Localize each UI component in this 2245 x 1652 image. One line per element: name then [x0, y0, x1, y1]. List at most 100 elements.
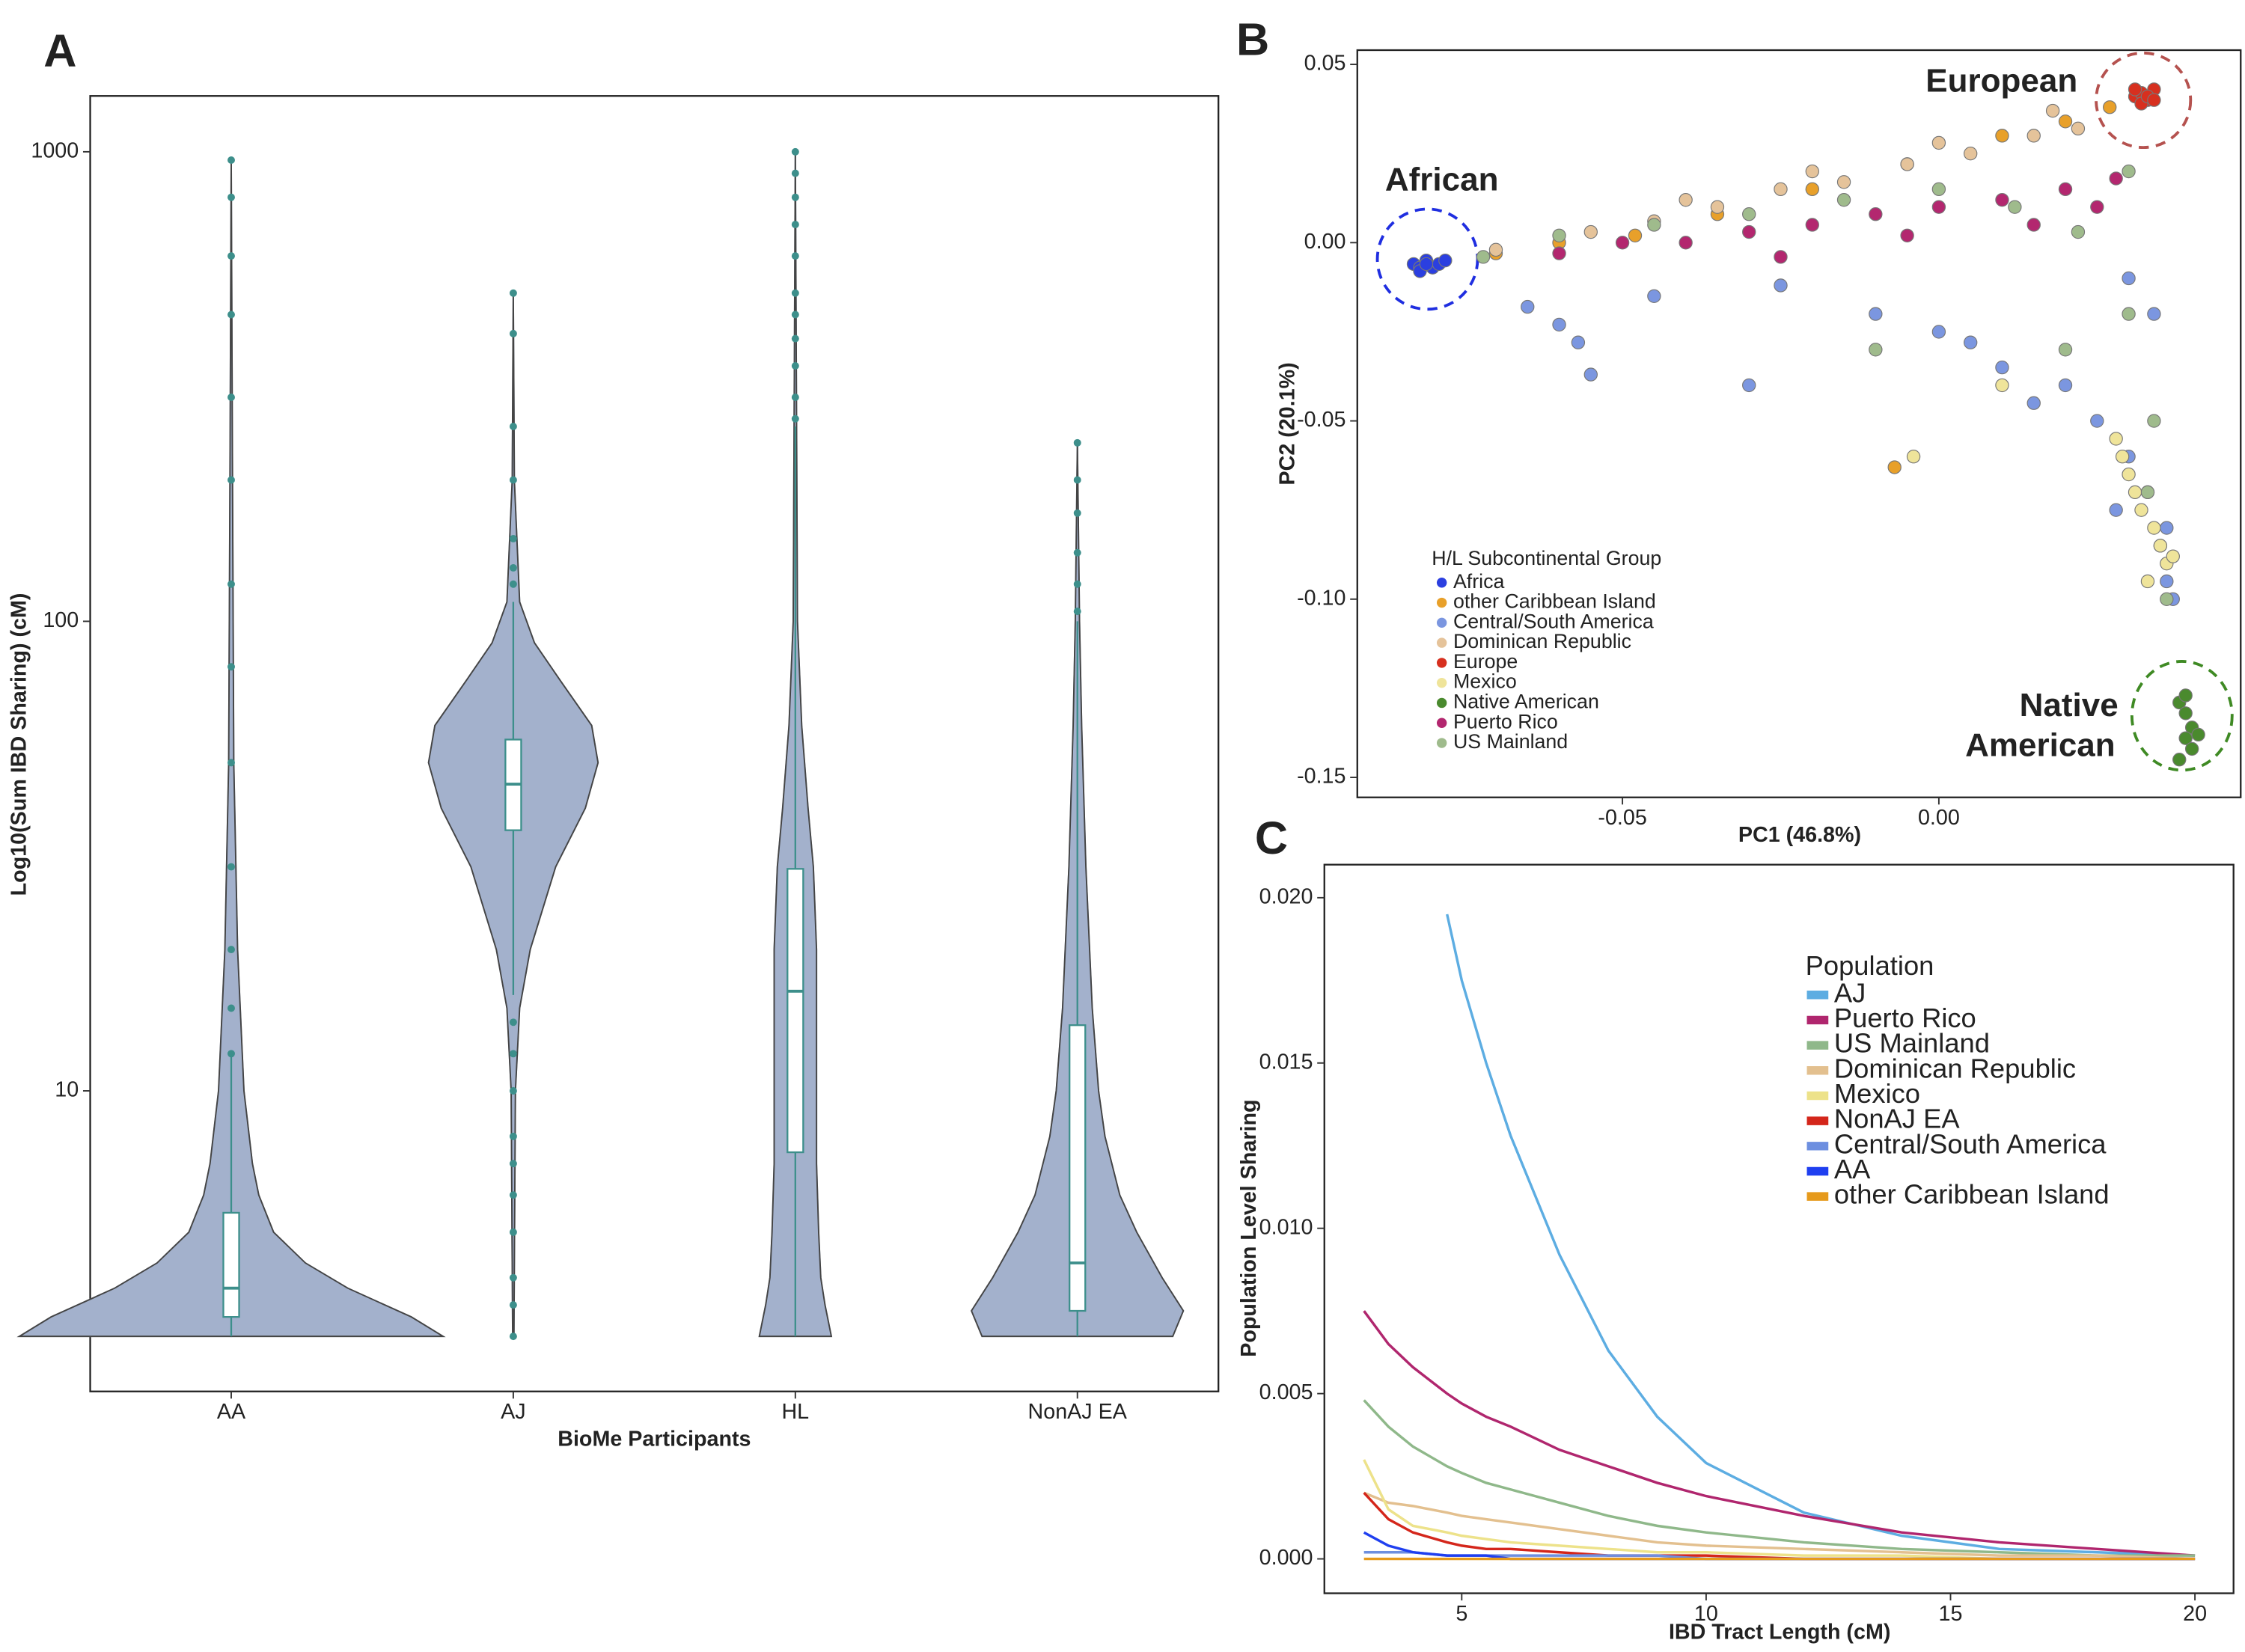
point: [1476, 250, 1491, 264]
point: [2090, 200, 2104, 214]
point: [1615, 236, 1630, 250]
legend-title: Population: [1806, 950, 1934, 981]
point: [2026, 129, 2041, 143]
point: [1995, 129, 2009, 143]
panel-label: A: [43, 25, 76, 76]
point: [1931, 200, 1946, 214]
legend-label: US Mainland: [1453, 730, 1568, 753]
outlier: [509, 1228, 517, 1236]
outlier: [509, 580, 517, 588]
outlier: [791, 362, 799, 370]
outlier: [509, 329, 517, 337]
point: [2147, 307, 2161, 321]
point: [1628, 228, 1643, 242]
panel-label: B: [1236, 14, 1269, 65]
point: [2160, 592, 2174, 606]
box: [786, 868, 804, 1154]
point: [1869, 307, 1883, 321]
point: [1419, 257, 1434, 272]
annotation: African: [1385, 162, 1499, 198]
point: [1995, 192, 2009, 207]
outlier: [1073, 548, 1081, 557]
legend-label: Mexico: [1834, 1078, 1920, 1109]
legend-label: Dominican Republic: [1453, 630, 1631, 652]
point: [1805, 182, 1819, 197]
box: [222, 1211, 240, 1318]
series-line: [1446, 914, 2196, 1557]
x-axis-label: IBD Tract Length (cM): [1669, 1621, 1890, 1645]
outlier: [509, 534, 517, 542]
y-tick-label: 0.015: [1259, 1050, 1313, 1074]
outlier: [227, 946, 235, 954]
legend-label: other Caribbean Island: [1453, 590, 1656, 613]
point: [2058, 343, 2073, 357]
violin-half: [512, 293, 599, 1338]
point: [1887, 460, 1902, 474]
point: [2178, 731, 2193, 745]
point: [1679, 192, 1693, 207]
native-circle: [2130, 660, 2234, 772]
outlier: [227, 1004, 235, 1012]
legend-marker: [1436, 578, 1447, 588]
y-tick-label: -0.15: [1297, 765, 1346, 789]
point: [1963, 147, 1978, 161]
outlier: [227, 663, 235, 671]
panel-label: C: [1255, 813, 1288, 863]
outlier: [509, 1191, 517, 1199]
outlier: [509, 1273, 517, 1282]
y-tick-label: 0.05: [1304, 52, 1346, 76]
point: [2128, 82, 2142, 97]
european-circle: [2095, 51, 2193, 150]
legend-label: Mexico: [1453, 670, 1517, 693]
legend-marker: [1436, 738, 1447, 748]
point: [1900, 228, 1914, 242]
point: [2058, 114, 2073, 129]
outlier: [791, 334, 799, 343]
point: [1805, 164, 1819, 179]
point: [2090, 414, 2104, 428]
point: [2191, 727, 2205, 742]
outlier: [227, 193, 235, 201]
violin-half: [758, 151, 796, 1338]
y-axis-label: Population Level Sharing: [1237, 1099, 1261, 1356]
point: [2103, 100, 2117, 114]
violin-half: [230, 159, 446, 1338]
point: [1552, 228, 1566, 242]
point: [1571, 335, 1586, 349]
annotation: Native: [2020, 687, 2119, 723]
outlier: [1073, 509, 1081, 517]
y-tick-label: -0.10: [1297, 586, 1346, 610]
series-line: [1363, 1310, 2196, 1557]
point: [2058, 378, 2073, 393]
point: [2184, 741, 2199, 756]
outlier: [227, 252, 235, 260]
outlier: [1073, 476, 1081, 484]
legend-marker: [1436, 637, 1447, 648]
point: [1488, 242, 1503, 257]
violin-half: [794, 151, 833, 1338]
series-line: [1363, 1491, 2196, 1561]
outlier: [227, 759, 235, 767]
outlier: [509, 1087, 517, 1095]
point: [2109, 171, 2123, 186]
outlier: [509, 563, 517, 572]
point: [1995, 378, 2009, 393]
x-tick-label: AA: [217, 1400, 246, 1424]
outlier: [509, 1333, 517, 1341]
point: [2160, 521, 2174, 535]
legend-label: Puerto Rico: [1834, 1003, 1976, 1033]
point: [2045, 103, 2060, 118]
point: [2147, 93, 2161, 107]
outlier: [227, 156, 235, 164]
outlier: [791, 221, 799, 229]
point: [2172, 753, 2187, 767]
point: [1774, 182, 1788, 197]
outlier: [509, 476, 517, 484]
outlier: [509, 1301, 517, 1309]
outlier: [1073, 438, 1081, 447]
point: [2109, 503, 2123, 517]
x-tick-label: AJ: [501, 1400, 525, 1424]
legend-label: other Caribbean Island: [1834, 1179, 2110, 1210]
point: [1774, 278, 1788, 293]
point: [2026, 396, 2041, 410]
